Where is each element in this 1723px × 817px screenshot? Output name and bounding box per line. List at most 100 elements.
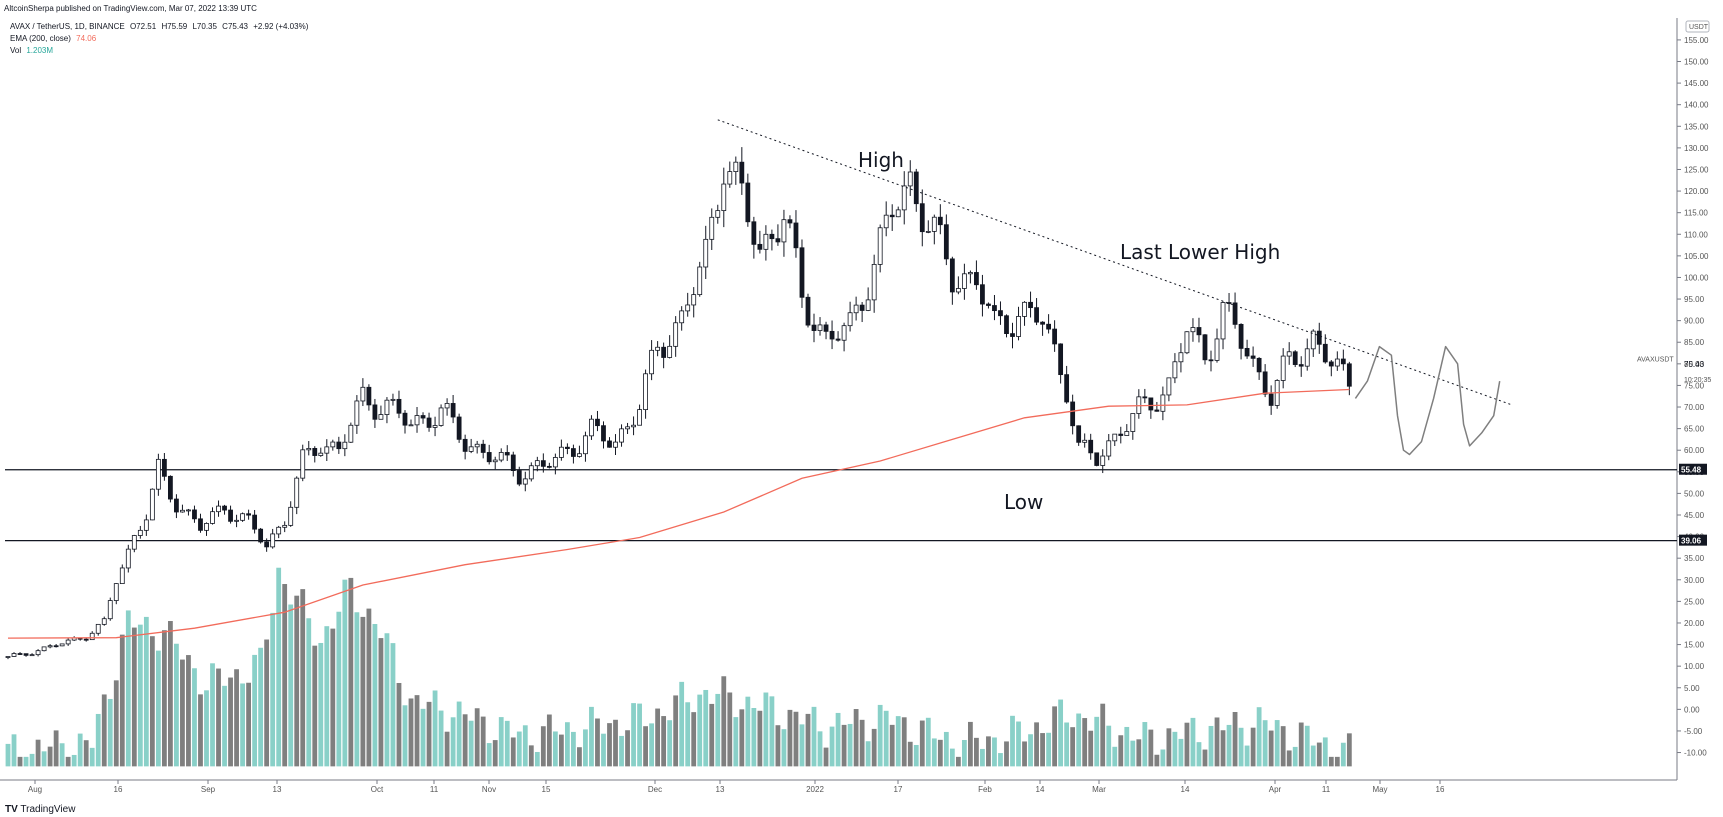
candle-body [1148,397,1154,411]
candle-body [11,653,17,657]
volume-bar [907,741,913,767]
time-tick-label: Apr [1269,785,1282,794]
volume-bar [1154,754,1160,767]
candle-body [769,233,775,240]
candle-body [1160,394,1166,412]
time-tick-label: 17 [894,785,903,794]
volume-bar [1268,730,1274,767]
ema-legend[interactable]: EMA (200, close) 74.06 [10,34,99,44]
volume-bar [474,708,480,767]
volume-bar [516,731,522,767]
price-tick-label: 20.00 [1684,619,1705,628]
currency-button[interactable] [1685,20,1710,33]
volume-bar [65,756,71,767]
candle-body [420,415,426,419]
candle-body [468,446,474,452]
price-tick-label: 110.00 [1684,230,1708,239]
time-tick-label: 14 [1181,785,1190,794]
tradingview-logo[interactable]: TV TradingView [5,804,75,815]
candle-body [390,398,396,401]
volume-bar [865,741,871,767]
volume-bar [931,738,937,767]
volume-bar [937,739,943,767]
candle-body [270,533,276,548]
price-tick-label: 5.00 [1684,684,1700,693]
descending-trendline[interactable] [717,119,1512,406]
volume-bar [1340,742,1346,767]
ema-label[interactable]: EMA (200, close) [10,34,71,43]
candle-body [925,230,931,233]
candle-body [619,428,624,443]
volume-bar [246,682,251,767]
projection-drawing[interactable] [1354,345,1501,456]
volume-bar [913,744,919,767]
publish-header: AltcoinSherpa published on TradingView.c… [4,4,257,13]
volume-bar [769,696,775,767]
volume-bar [1220,730,1226,767]
candle-body [1052,328,1058,345]
volume-bar [492,740,498,767]
volume-bar [318,642,324,767]
candle-body [402,412,408,426]
volume-bar [1046,732,1051,767]
volume-bar [583,729,588,767]
volume-bar [360,616,366,767]
volume-bar [974,737,979,767]
volume-bar [986,736,991,767]
volume-bar [1208,725,1214,767]
candle-body [637,409,642,426]
candle-body [222,505,227,511]
candle-body [23,653,29,656]
candle-body [1232,302,1238,325]
candle-body [775,238,781,243]
ema-200-line[interactable] [7,388,1350,639]
volume-bar [77,733,83,767]
volume-bar [1148,729,1154,767]
volume-bar [29,753,35,767]
volume-bar [143,616,149,767]
symbol-tag: AVAXUSDT [1637,357,1674,364]
volume-bar [462,714,468,767]
volume-bar [1256,707,1262,767]
candle-body [318,452,324,456]
time-tick-label: Mar [1092,785,1106,794]
candle-body [17,653,23,655]
candle-body [1028,301,1033,309]
symbol-name[interactable]: AVAX / TetherUS, 1D, BINANCE [10,22,125,31]
volume-bar [968,721,973,767]
candle-body [1022,301,1027,317]
volume-bar [234,669,239,767]
annotation-label[interactable]: Low [1004,490,1043,514]
candle-body [577,453,582,457]
volume-bar [1346,733,1352,767]
candle-body [865,299,871,311]
volume-label[interactable]: Vol [10,46,22,55]
volume-bar [1274,720,1280,767]
time-tick-label: 13 [273,785,282,794]
volume-bar [1196,742,1202,767]
volume-bar [571,731,576,767]
volume-bar [703,689,709,767]
candle-body [276,526,282,535]
volume-bar [763,692,769,767]
price-tick-label: 155.00 [1684,36,1709,45]
candle-body [883,214,889,229]
volume-bar [877,704,883,767]
candle-body [1070,401,1076,427]
annotation-label[interactable]: High [858,148,904,172]
candle-body [113,583,119,601]
volume-bar [811,706,817,767]
candle-body [240,513,245,521]
volume-bar [11,734,17,767]
price-tick-label: 125.00 [1684,165,1709,174]
volume-bar [595,718,600,767]
symbol-legend[interactable]: AVAX / TetherUS, 1D, BINANCE O72.51 H75.… [10,22,311,32]
candle-body [1010,333,1015,337]
volume-bar [781,729,787,767]
volume-bar [276,567,282,767]
volume-legend[interactable]: Vol 1.203M [10,46,56,56]
candle-body [372,404,378,420]
annotation-label[interactable]: Last Lower High [1120,240,1280,264]
volume-bar [125,610,131,767]
